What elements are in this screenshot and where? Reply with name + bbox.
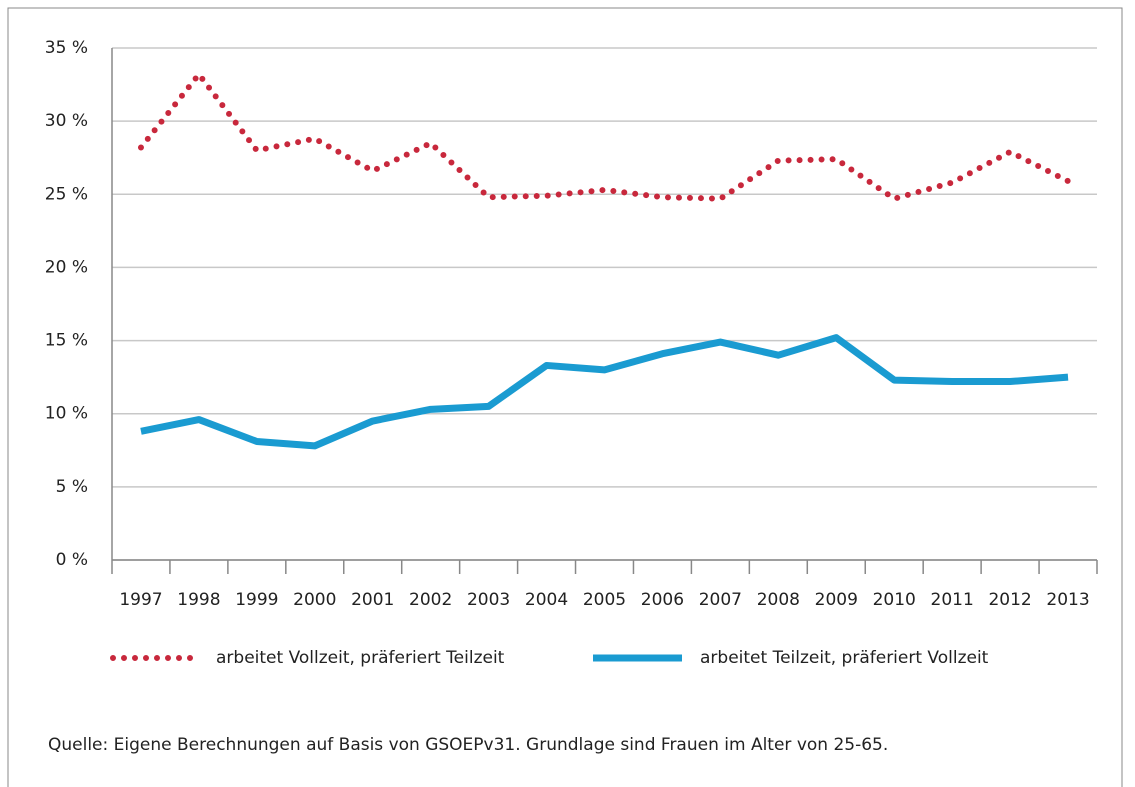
x-tick-label: 2009 — [815, 590, 858, 610]
x-tick-label: 1997 — [119, 590, 162, 610]
x-tick-label: 2013 — [1046, 590, 1089, 610]
legend-label: arbeitet Teilzeit, präferiert Vollzeit — [700, 648, 989, 668]
x-tick-label: 2004 — [525, 590, 568, 610]
series-line — [140, 334, 1069, 450]
y-tick-label: 30 % — [45, 111, 88, 131]
x-tick-label: 1998 — [177, 590, 220, 610]
x-tick-label: 2010 — [873, 590, 916, 610]
y-tick-label: 20 % — [45, 257, 88, 277]
x-tick-label: 2011 — [931, 590, 974, 610]
x-tick-label: 2001 — [351, 590, 394, 610]
x-tick-label: 2003 — [467, 590, 510, 610]
x-tick-label: 2002 — [409, 590, 452, 610]
x-tick-label: 2005 — [583, 590, 626, 610]
x-tick-label: 2000 — [293, 590, 336, 610]
x-tick-label: 1999 — [235, 590, 278, 610]
x-tick-label: 2007 — [699, 590, 742, 610]
y-tick-label: 5 % — [56, 477, 88, 497]
series-line — [137, 71, 1072, 202]
y-tick-label: 0 % — [56, 550, 88, 570]
source-note: Quelle: Eigene Berechnungen auf Basis vo… — [48, 735, 888, 755]
x-tick-label: 2006 — [641, 590, 684, 610]
y-tick-label: 15 % — [45, 331, 88, 351]
y-tick-label: 25 % — [45, 184, 88, 204]
legend-label: arbeitet Vollzeit, präferiert Teilzeit — [216, 648, 505, 668]
y-tick-label: 35 % — [45, 38, 88, 58]
y-tick-label: 10 % — [45, 404, 88, 424]
x-tick-label: 2008 — [757, 590, 800, 610]
frame — [7, 7, 1123, 787]
x-tick-label: 2012 — [988, 590, 1031, 610]
